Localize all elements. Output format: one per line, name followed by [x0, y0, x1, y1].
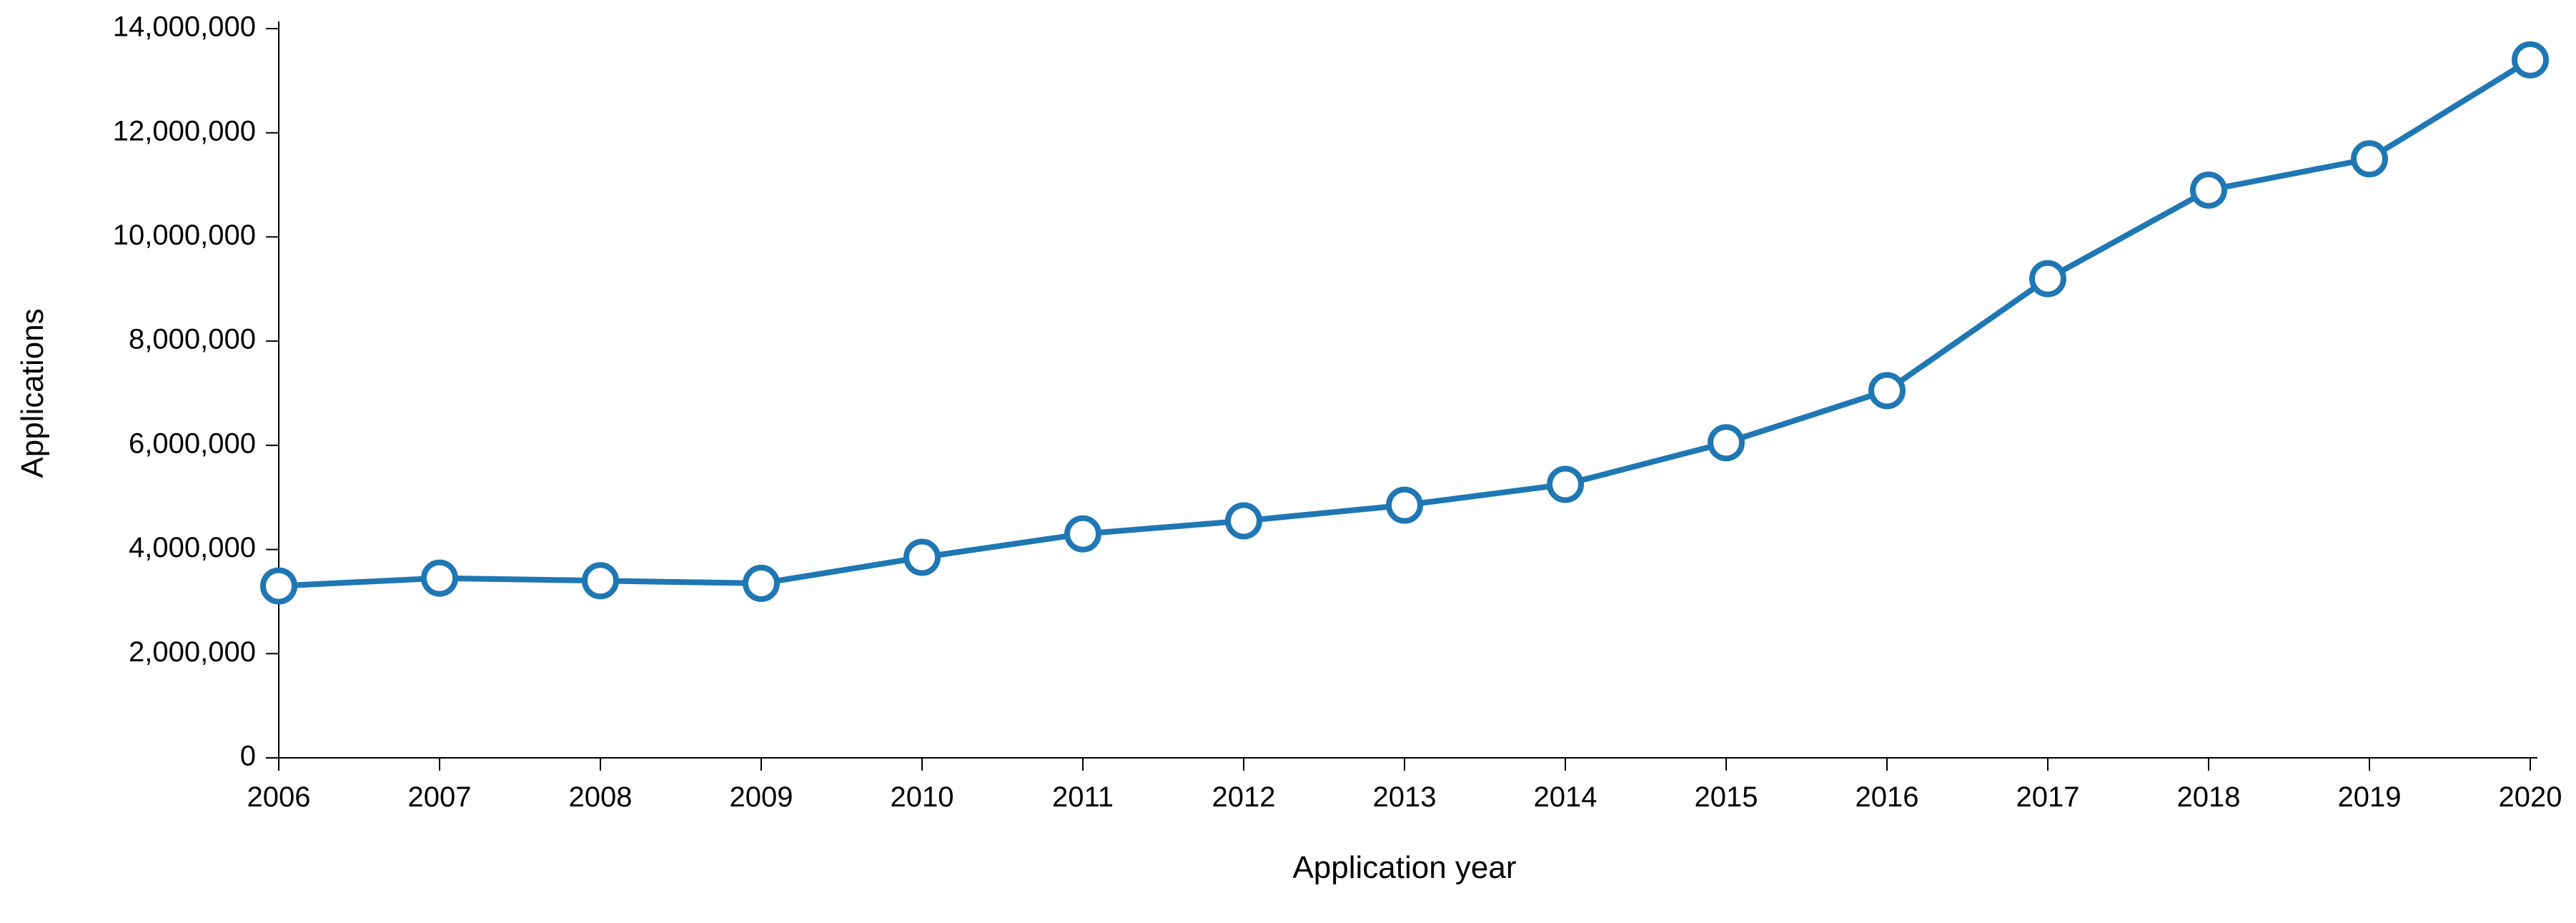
data-marker — [1550, 469, 1581, 500]
y-tick-label: 6,000,000 — [129, 428, 256, 459]
x-tick-label: 2016 — [1856, 781, 1919, 813]
y-tick-label: 2,000,000 — [129, 636, 256, 668]
y-tick-label: 0 — [240, 741, 256, 772]
x-tick-label: 2012 — [1212, 781, 1276, 813]
data-marker — [424, 563, 455, 594]
x-tick-label: 2008 — [569, 781, 633, 813]
data-marker — [745, 568, 777, 599]
x-tick-label: 2015 — [1695, 781, 1758, 813]
y-tick-label: 12,000,000 — [113, 115, 256, 147]
y-tick-label: 14,000,000 — [113, 11, 256, 43]
x-tick-label: 2017 — [2016, 781, 2080, 813]
y-tick-label: 4,000,000 — [129, 532, 256, 563]
x-tick-label: 2009 — [730, 781, 793, 813]
x-tick-label: 2011 — [1052, 781, 1114, 813]
data-marker — [1871, 375, 1903, 406]
data-marker — [1710, 427, 1742, 458]
data-marker — [2515, 44, 2546, 76]
x-tick-label: 2006 — [247, 781, 311, 813]
y-axis-title: Applications — [15, 308, 50, 478]
data-marker — [263, 571, 294, 602]
data-marker — [2032, 263, 2064, 295]
data-marker — [2193, 174, 2224, 206]
x-tick-label: 2020 — [2499, 781, 2562, 813]
x-axis-title: Application year — [1292, 850, 1516, 885]
data-marker — [585, 565, 616, 596]
data-marker — [906, 542, 938, 573]
data-marker — [1389, 490, 1420, 521]
chart-svg: 0 2,000,000 4,000,000 6,000,000 8,000,000 10,… — [0, 0, 2576, 923]
line-chart: 0 2,000,000 4,000,000 6,000,000 8,000,000 10,… — [0, 0, 2576, 923]
data-marker — [2354, 143, 2385, 174]
x-tick-label: 2013 — [1373, 781, 1437, 813]
x-tick-label: 2007 — [408, 781, 472, 813]
y-tick-label: 10,000,000 — [113, 219, 256, 251]
data-marker — [1228, 505, 1259, 537]
x-tick-label: 2018 — [2177, 781, 2241, 813]
x-tick-label: 2014 — [1534, 781, 1597, 813]
x-tick-label: 2019 — [2338, 781, 2402, 813]
x-tick-label: 2010 — [891, 781, 954, 813]
data-marker — [1067, 518, 1099, 550]
y-tick-label: 8,000,000 — [129, 324, 256, 355]
